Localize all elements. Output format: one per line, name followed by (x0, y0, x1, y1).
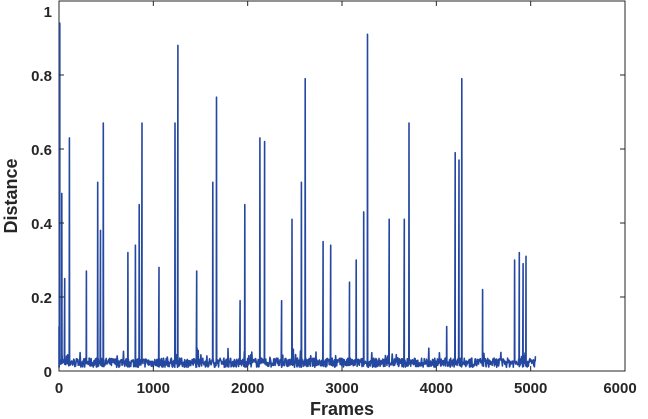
x-tick-label: 6000 (603, 380, 636, 397)
y-tick-label: 1 (44, 4, 52, 21)
plot-area (58, 0, 626, 372)
y-tick-label: 0.2 (31, 290, 52, 307)
y-axis-label: Distance (1, 158, 21, 233)
x-tick-label: 4000 (420, 380, 453, 397)
x-tick-label: 0 (55, 380, 63, 397)
y-tick-label: 0.8 (31, 68, 52, 85)
x-tick-label: 1000 (137, 380, 170, 397)
tick-layer (58, 0, 626, 372)
series-line (58, 22, 537, 369)
x-tick-label: 3000 (325, 380, 358, 397)
x-axis-label: Frames (310, 399, 374, 419)
y-tick-label: 0.6 (31, 142, 52, 159)
series-layer (58, 22, 537, 369)
x-tick-label: 2000 (231, 380, 264, 397)
y-tick-label: 0 (44, 364, 52, 381)
y-tick-label: 0.4 (31, 216, 53, 233)
x-tick-label: 5000 (514, 380, 547, 397)
